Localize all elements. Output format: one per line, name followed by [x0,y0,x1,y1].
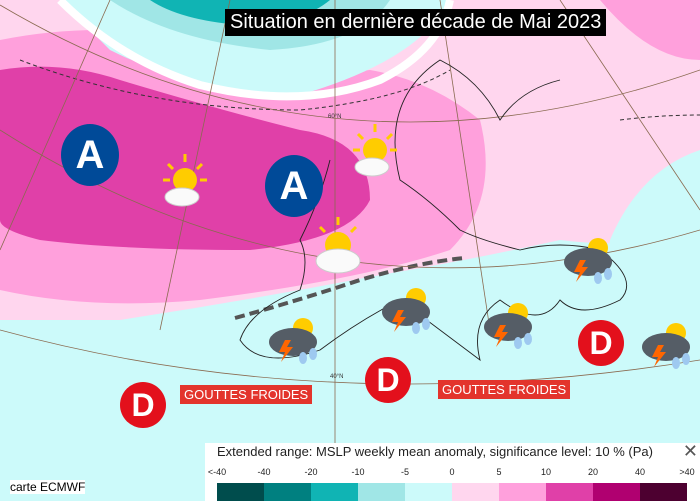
thunderstorm-icon [269,318,317,364]
legend-tick: 0 [449,467,455,477]
cut-off-low-label: GOUTTES FROIDES [438,380,571,399]
low-pressure-icon: D [365,357,411,403]
legend-swatch [405,483,452,501]
legend-tick: 20 [587,467,599,477]
legend-swatch [358,483,405,501]
legend-tick: -20 [304,467,318,477]
meridian [159,0,231,331]
legend-tick: -10 [351,467,365,477]
parallel [0,329,700,385]
legend-swatch [499,483,546,501]
coastline [239,59,628,362]
thunderstorm-icon [484,303,532,349]
legend-swatch [311,483,358,501]
legend-tick: 10 [540,467,552,477]
significance-line-east [619,114,700,121]
legend-swatch [452,483,499,501]
legend-tick: <-40 [207,467,227,477]
map-title: Situation en dernière décade de Mai 2023 [225,9,607,36]
legend-swatch [546,483,593,501]
legend-swatch [640,483,687,501]
meridian [439,0,491,331]
ne-pink [600,0,700,60]
thunderstorm-icon [382,288,430,334]
legend-color-bar [217,483,687,501]
cut-off-low-label: GOUTTES FROIDES [180,385,313,404]
arctic-white [57,0,454,101]
map-credit: carte ECMWF [10,480,86,494]
legend-tick: -40 [257,467,271,477]
legend-swatch [593,483,640,501]
trough-dashed-line [234,256,466,320]
thunderstorm-icon [642,323,690,369]
legend-title: Extended range: MSLP weekly mean anomaly… [217,444,653,459]
graticule-label-60n: 60°N [328,114,341,120]
legend-tick: -5 [400,467,410,477]
meridian [0,0,111,251]
high-pressure-icon: A [265,155,323,217]
sun-cloud-icon [353,124,397,177]
close-icon[interactable]: ✕ [682,441,698,461]
sun-cloud-icon [163,154,207,207]
graticule-label-40n: 40°N [330,374,343,380]
color-legend: Extended range: MSLP weekly mean anomaly… [205,441,700,501]
high-pressure-icon: A [61,124,119,186]
low-pressure-icon: D [120,382,166,428]
low-pressure-icon: D [578,320,624,366]
legend-tick: >40 [679,467,695,477]
thunderstorm-icon [564,238,612,284]
legend-ticks: <-40 -40 -20 -10 -5 0 5 10 20 40 >40 [205,467,700,479]
legend-tick: 5 [496,467,502,477]
legend-swatch [217,483,264,501]
significance-line [19,59,451,111]
legend-tick: 40 [634,467,646,477]
sun-cloud-icon [315,217,361,274]
eastern-cyan [606,150,700,330]
parallel [0,4,700,123]
legend-swatch [264,483,311,501]
